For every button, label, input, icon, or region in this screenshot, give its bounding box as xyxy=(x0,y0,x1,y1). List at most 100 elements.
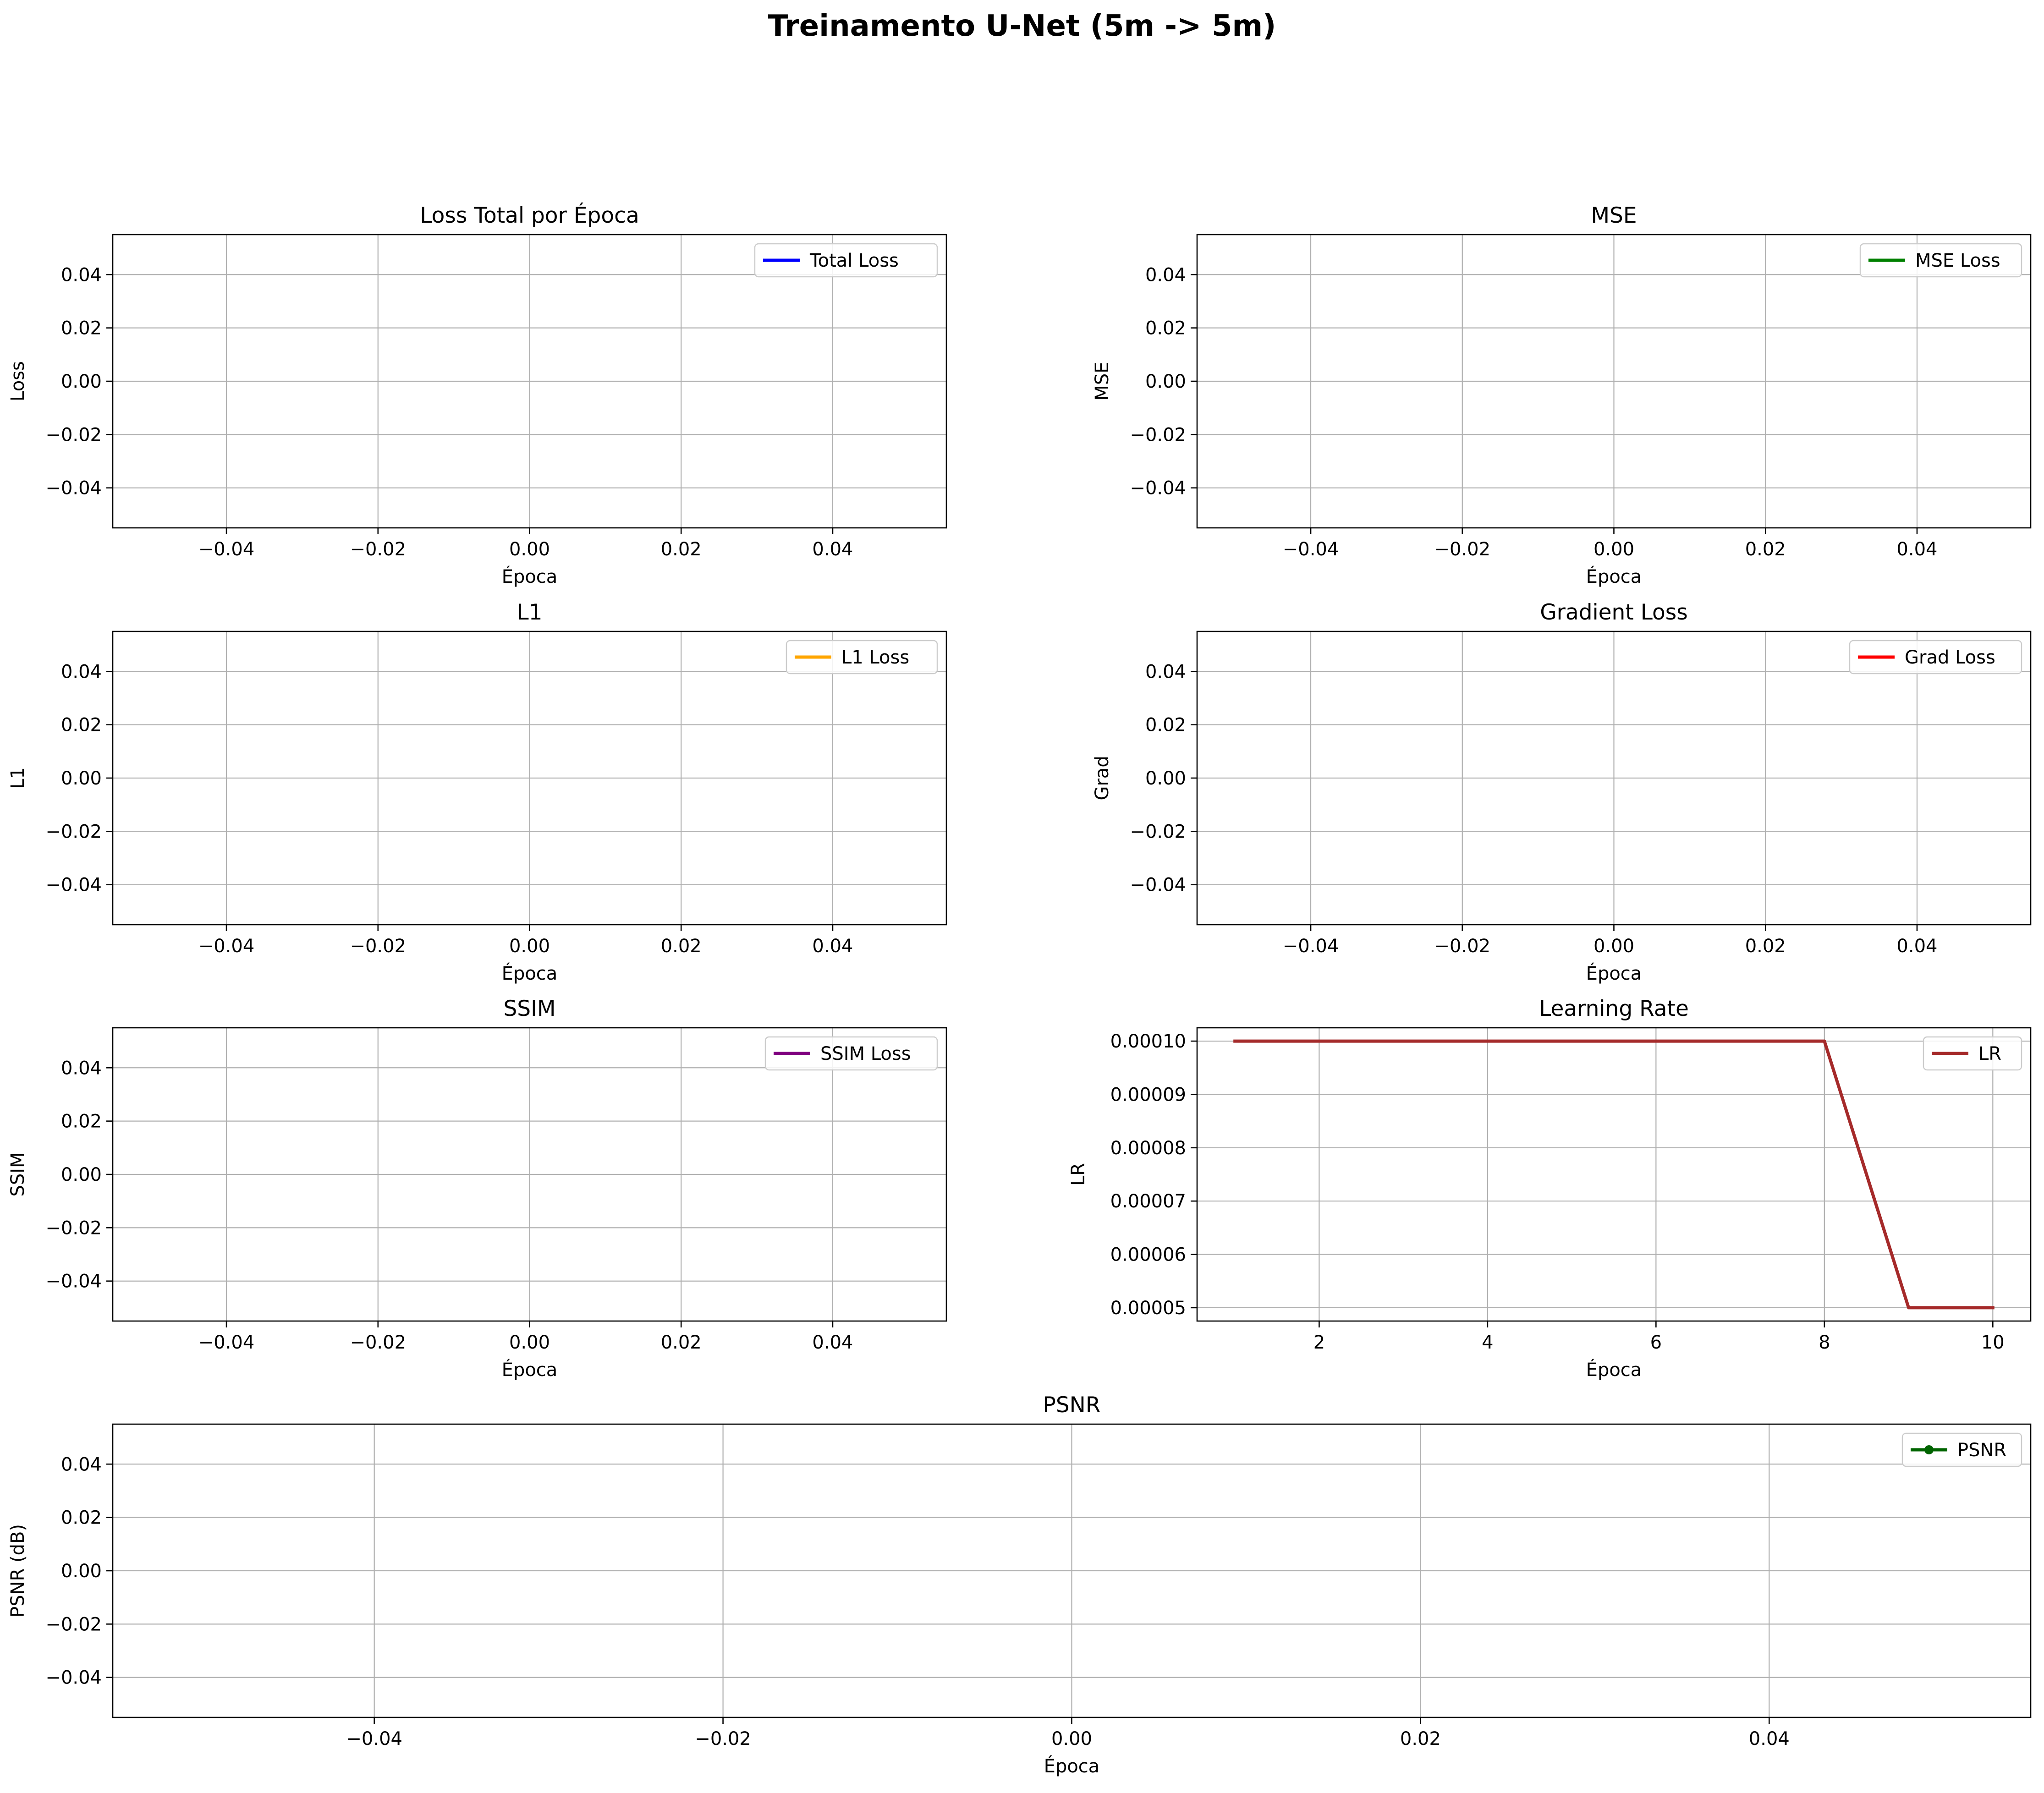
y-tick-label: 0.04 xyxy=(61,1454,102,1475)
y-axis-label: Grad xyxy=(1092,756,1113,800)
legend-label: PSNR xyxy=(1957,1440,2006,1461)
y-tick-label: −0.04 xyxy=(45,875,102,896)
y-tick-label: −0.02 xyxy=(45,1217,102,1239)
y-tick-label: 0.00 xyxy=(61,768,102,789)
legend-label: SSIM Loss xyxy=(820,1043,911,1064)
x-tick-label: −0.04 xyxy=(1283,539,1339,560)
legend-box xyxy=(754,243,938,278)
y-tick-label: 0.02 xyxy=(61,318,102,339)
x-tick-label: 0.00 xyxy=(509,936,550,957)
x-axis-label: Época xyxy=(1586,565,1642,587)
figure-suptitle: Treinamento U-Net (5m -> 5m) xyxy=(768,9,1276,43)
legend-label: Grad Loss xyxy=(1905,647,1995,668)
y-tick-label: 0.00 xyxy=(1145,371,1186,392)
legend: PSNR xyxy=(1901,1432,2022,1467)
x-tick-label: 0.02 xyxy=(661,1332,702,1353)
y-tick-label: 0.00 xyxy=(61,371,102,392)
y-tick-label: 0.00009 xyxy=(1110,1084,1186,1105)
y-tick-label: 0.04 xyxy=(61,661,102,682)
subplot-grad: −0.04 −0.02 0.00 0.02 0.04 −0.04 −0.02 0.00 0.02… xyxy=(1092,600,2032,984)
y-tick-label: −0.04 xyxy=(45,478,102,499)
y-tick-label: 0.02 xyxy=(61,1111,102,1132)
legend: LR xyxy=(1923,1036,2022,1071)
subplot-title: PSNR xyxy=(1043,1393,1101,1418)
y-tick-label: 0.00006 xyxy=(1110,1245,1186,1266)
subplot-title: Learning Rate xyxy=(1539,996,1689,1021)
x-tick-label: −0.02 xyxy=(1434,936,1490,957)
x-tick-label: 6 xyxy=(1650,1332,1662,1353)
x-tick-label: 0.02 xyxy=(661,936,702,957)
subplot-title: L1 xyxy=(516,600,542,625)
legend-box xyxy=(1849,640,2022,674)
series-line-lr xyxy=(1233,1039,1995,1310)
legend: SSIM Loss xyxy=(764,1036,938,1071)
y-tick-label: 0.00 xyxy=(1145,768,1186,789)
subplot-title: Gradient Loss xyxy=(1540,600,1688,625)
x-axis-label: Época xyxy=(502,1359,558,1381)
y-tick-label: 0.02 xyxy=(61,715,102,736)
y-tick-label: −0.02 xyxy=(45,1614,102,1635)
y-tick-label: −0.04 xyxy=(45,1667,102,1689)
x-tick-label: 0.02 xyxy=(1745,936,1786,957)
x-tick-label: 0.02 xyxy=(661,539,702,560)
x-tick-label: 0.00 xyxy=(1593,539,1634,560)
y-tick-label: 0.00008 xyxy=(1110,1138,1186,1159)
y-tick-label: 0.00 xyxy=(61,1561,102,1582)
x-tick-label: −0.04 xyxy=(198,1332,255,1353)
subplot-title: MSE xyxy=(1591,203,1637,228)
x-tick-label: 0.04 xyxy=(812,1332,853,1353)
legend-box xyxy=(1859,243,2022,278)
y-tick-label: 0.02 xyxy=(1145,318,1186,339)
axes-frame-lr xyxy=(1196,1027,2032,1322)
x-axis-label: Época xyxy=(1586,1359,1642,1381)
legend-box xyxy=(764,1036,938,1071)
y-tick-label: −0.02 xyxy=(45,821,102,842)
legend-box xyxy=(1901,1432,2022,1467)
x-tick-label: 0.02 xyxy=(1400,1728,1441,1749)
y-tick-label: 0.02 xyxy=(61,1508,102,1529)
x-tick-label: −0.02 xyxy=(350,1332,406,1353)
subplot-title: Loss Total por Época xyxy=(420,203,639,228)
y-tick-label: 0.00 xyxy=(61,1164,102,1185)
legend: L1 Loss xyxy=(786,640,938,674)
y-tick-label: 0.00007 xyxy=(1110,1191,1186,1212)
legend-box xyxy=(1923,1036,2022,1071)
x-tick-label: 0.00 xyxy=(509,1332,550,1353)
x-tick-label: −0.02 xyxy=(695,1728,751,1749)
y-tick-label: 0.04 xyxy=(61,1058,102,1079)
y-tick-label: −0.02 xyxy=(45,424,102,445)
x-tick-label: −0.04 xyxy=(346,1728,402,1749)
x-tick-label: −0.02 xyxy=(1434,539,1490,560)
x-tick-label: −0.02 xyxy=(350,539,406,560)
x-axis-label: Época xyxy=(502,962,558,984)
subplot-mse: −0.04 −0.02 0.00 0.02 0.04 −0.04 −0.02 0.00 0.02… xyxy=(1092,203,2032,587)
y-axis-label: LR xyxy=(1068,1163,1089,1186)
x-tick-label: 0.04 xyxy=(812,539,853,560)
legend-label: MSE Loss xyxy=(1915,250,2000,271)
legend-label: L1 Loss xyxy=(841,647,909,668)
y-tick-label: −0.02 xyxy=(1130,424,1186,445)
subplot-total: −0.04 −0.02 0.00 0.02 0.04 −0.04 −0.02 0.00 0.02… xyxy=(7,203,947,587)
y-tick-label: −0.04 xyxy=(45,1271,102,1292)
x-tick-label: 2 xyxy=(1313,1332,1325,1353)
legend: Grad Loss xyxy=(1849,640,2022,674)
y-tick-label: 0.04 xyxy=(1145,264,1186,285)
y-axis-label: PSNR (dB) xyxy=(7,1524,28,1618)
x-tick-label: 0.04 xyxy=(1896,936,1937,957)
x-tick-label: 4 xyxy=(1482,1332,1493,1353)
x-tick-label: 0.02 xyxy=(1745,539,1786,560)
y-tick-label: 0.04 xyxy=(1145,661,1186,682)
y-tick-label: −0.04 xyxy=(1130,478,1186,499)
y-tick-label: −0.04 xyxy=(1130,875,1186,896)
legend-label: LR xyxy=(1978,1043,2001,1064)
legend-label: Total Loss xyxy=(809,250,899,271)
x-tick-label: 0.04 xyxy=(812,936,853,957)
legend: MSE Loss xyxy=(1859,243,2022,278)
x-tick-label: −0.02 xyxy=(350,936,406,957)
x-tick-label: 0.04 xyxy=(1896,539,1937,560)
subplot-l1: −0.04 −0.02 0.00 0.02 0.04 −0.04 −0.02 0.00 0.02… xyxy=(7,600,947,984)
x-tick-label: 0.04 xyxy=(1749,1728,1790,1749)
x-tick-label: 0.00 xyxy=(509,539,550,560)
y-tick-label: 0.00010 xyxy=(1110,1031,1186,1052)
